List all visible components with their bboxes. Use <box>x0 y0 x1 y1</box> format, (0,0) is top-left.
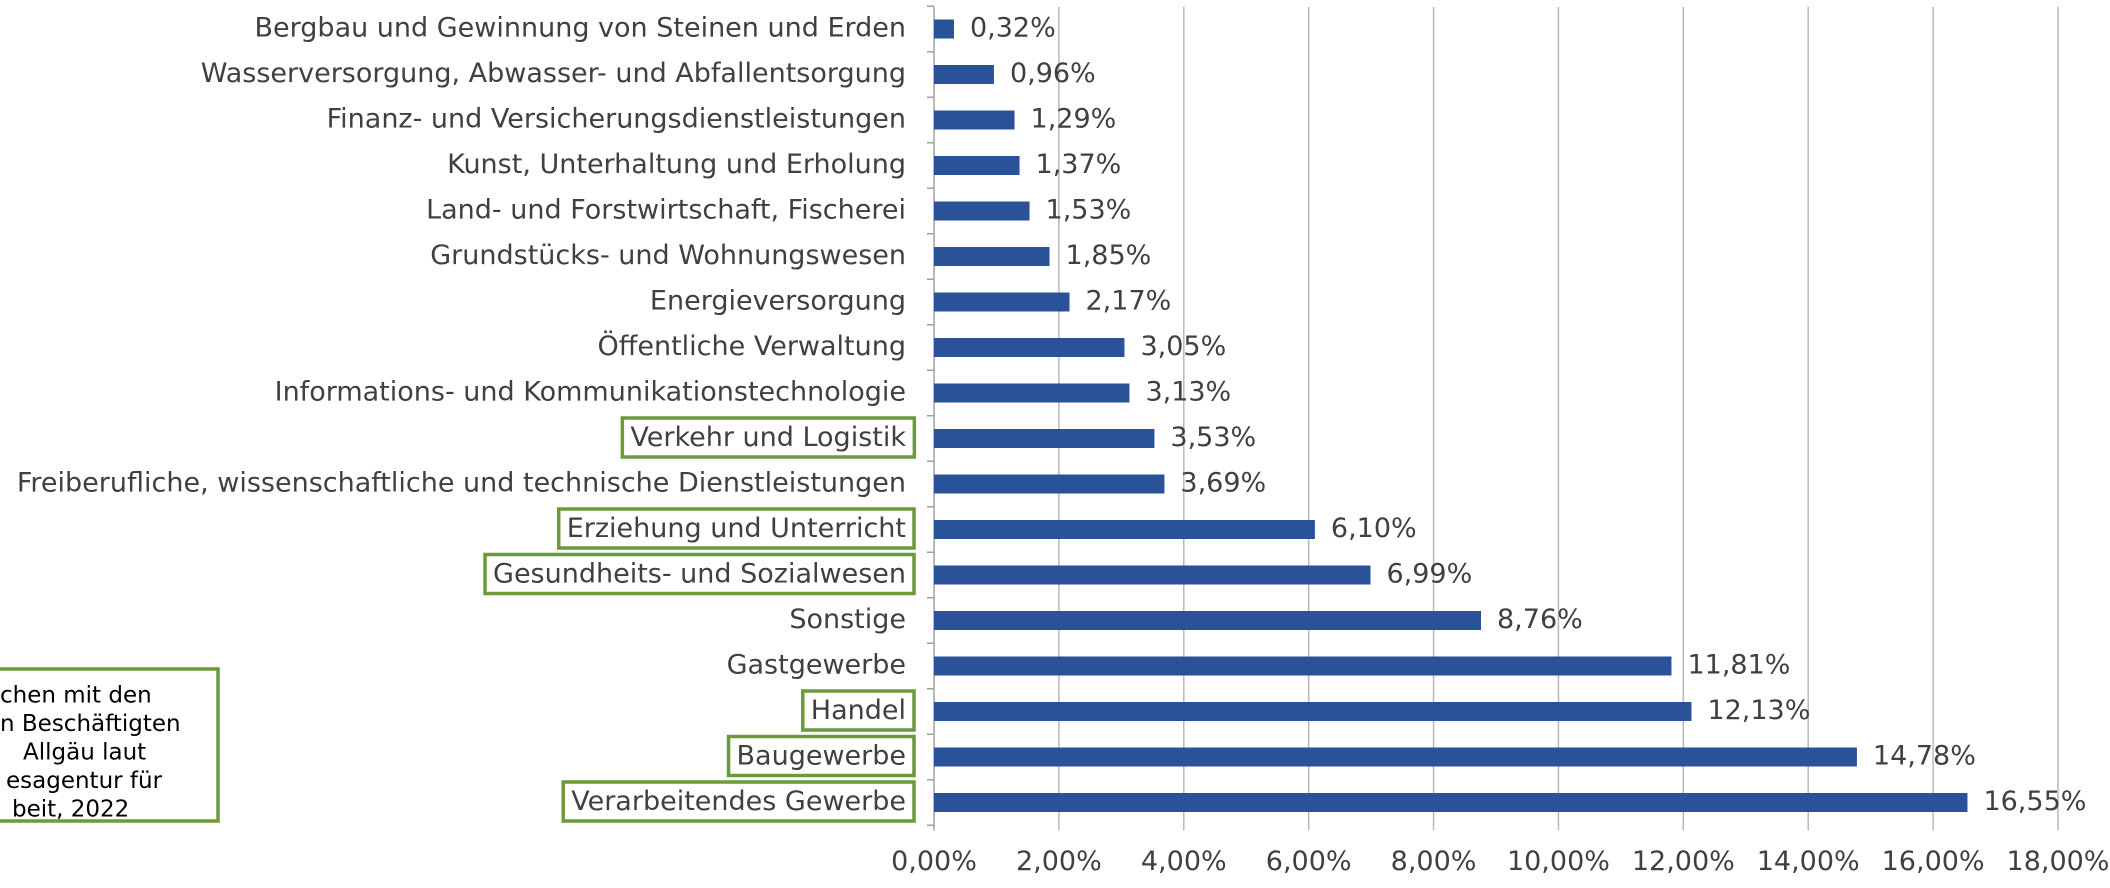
x-tick-label: 16,00% <box>1882 846 1985 877</box>
category-label: Handel <box>811 695 906 726</box>
category-label: Land- und Forstwirtschaft, Fischerei <box>426 195 906 226</box>
value-label: 3,13% <box>1145 377 1231 408</box>
x-tick-label: 6,00% <box>1266 846 1352 877</box>
value-label: 3,53% <box>1170 422 1256 453</box>
annotation-box <box>0 667 220 823</box>
value-label: 1,29% <box>1031 104 1117 135</box>
category-label: Grundstücks- und Wohnungswesen <box>430 240 906 271</box>
value-label: 0,32% <box>970 13 1056 44</box>
category-label: Öffentliche Verwaltung <box>598 330 906 362</box>
highlight-box <box>561 780 916 823</box>
value-label: 16,55% <box>1983 786 2086 817</box>
highlight-box <box>801 689 916 732</box>
category-label: Bergbau und Gewinnung von Steinen und Er… <box>255 13 906 44</box>
bar <box>934 65 994 84</box>
value-label: 0,96% <box>1010 58 1096 89</box>
bar <box>934 292 1070 312</box>
category-label: Energieversorgung <box>650 286 906 317</box>
annotation-text: Allgäu laut <box>23 740 146 766</box>
category-label: Sonstige <box>789 604 906 635</box>
bar <box>934 429 1155 448</box>
category-label: Wasserversorgung, Abwasser- und Abfallen… <box>201 58 906 89</box>
bar <box>934 611 1482 630</box>
annotation-text: n Beschäftigten <box>0 711 181 737</box>
highlight-box <box>726 734 916 778</box>
category-label: Finanz- und Versicherungsdienstleistunge… <box>327 104 906 135</box>
value-label: 3,05% <box>1140 331 1226 362</box>
highlight-box <box>556 507 916 550</box>
value-label: 3,69% <box>1180 468 1266 499</box>
highlight-box <box>620 416 917 459</box>
category-label: Verarbeitendes Gewerbe <box>571 786 906 817</box>
value-label: 2,17% <box>1086 286 1172 317</box>
value-label: 8,76% <box>1497 604 1583 635</box>
bar <box>934 156 1020 175</box>
x-tick-label: 0,00% <box>891 846 977 877</box>
x-tick-label: 2,00% <box>1016 846 1102 877</box>
bar <box>934 19 954 39</box>
x-tick-label: 10,00% <box>1507 846 1610 877</box>
highlight-box <box>483 552 916 596</box>
bar <box>934 247 1050 266</box>
x-tick-label: 8,00% <box>1391 846 1477 877</box>
bar <box>934 747 1857 767</box>
value-label: 6,99% <box>1386 559 1472 590</box>
value-label: 11,81% <box>1687 650 1790 681</box>
bar <box>934 383 1130 403</box>
annotation-text: beit, 2022 <box>12 797 129 823</box>
x-tick-label: 18,00% <box>2007 846 2110 877</box>
value-label: 1,85% <box>1066 240 1152 271</box>
category-label: Erziehung und Unterricht <box>567 513 906 544</box>
category-label: Freiberufliche, wissenschaftliche und te… <box>17 468 906 499</box>
x-tick-label: 14,00% <box>1757 846 1860 877</box>
bar <box>934 565 1371 585</box>
annotation-text: esagentur für <box>6 768 163 794</box>
category-label: Gastgewerbe <box>727 650 906 681</box>
bar <box>934 702 1692 721</box>
category-label: Kunst, Unterhaltung und Erholung <box>447 149 906 180</box>
value-label: 1,37% <box>1036 149 1122 180</box>
x-tick-label: 12,00% <box>1632 846 1735 877</box>
category-label: Gesundheits- und Sozialwesen <box>493 559 906 590</box>
x-tick-label: 4,00% <box>1141 846 1227 877</box>
value-label: 12,13% <box>1707 695 1810 726</box>
bar <box>934 520 1315 539</box>
bar <box>934 338 1125 357</box>
bar <box>934 793 1968 812</box>
category-label: Baugewerbe <box>737 741 906 772</box>
value-label: 6,10% <box>1331 513 1417 544</box>
bar <box>934 474 1165 494</box>
value-label: 1,53% <box>1046 195 1132 226</box>
value-label: 14,78% <box>1873 741 1976 772</box>
category-label: Verkehr und Logistik <box>630 422 906 453</box>
category-label: Informations- und Kommunikationstechnolo… <box>275 377 906 408</box>
annotation-text: chen mit den <box>0 683 152 709</box>
bar <box>934 110 1015 130</box>
bar <box>934 656 1672 676</box>
bar <box>934 201 1030 221</box>
